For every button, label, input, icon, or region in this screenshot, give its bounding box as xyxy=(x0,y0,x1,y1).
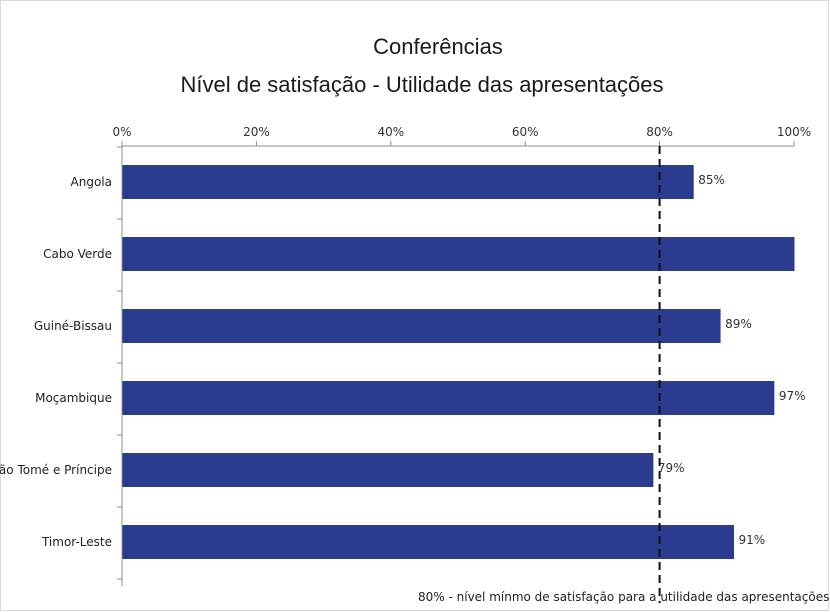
axes: 0% 20% 40% 60% 80% 100% xyxy=(112,125,811,586)
bar-cabo-verde xyxy=(122,237,795,271)
x-tick-label: 60% xyxy=(512,125,539,139)
category-label: Cabo Verde xyxy=(43,247,112,261)
bar-guin-bissau xyxy=(122,309,721,343)
x-tick-label: 40% xyxy=(377,125,404,139)
chart-title-line-2: Nível de satisfação - Utilidade das apre… xyxy=(180,72,663,97)
bar-mo-ambique xyxy=(122,381,775,415)
category-label: São Tomé e Príncipe xyxy=(0,463,112,477)
data-label: 91% xyxy=(739,533,766,547)
bar-timor-leste xyxy=(122,525,735,559)
chart-title-line-1: Conferências xyxy=(373,34,503,59)
x-tick-label: 100% xyxy=(777,125,811,139)
x-tick-label: 0% xyxy=(112,125,131,139)
category-label: Guiné-Bissau xyxy=(34,319,112,333)
category-label: Moçambique xyxy=(35,391,112,405)
reference-line-group: 80% - nível mínmo de satisfação para a u… xyxy=(418,146,829,604)
bar-s-o-tom-e-pr-ncipe xyxy=(122,453,654,487)
x-tick-label: 80% xyxy=(646,125,673,139)
data-label: 85% xyxy=(698,173,725,187)
x-tick-label: 20% xyxy=(243,125,270,139)
category-label: Angola xyxy=(71,175,112,189)
data-label: 97% xyxy=(779,389,806,403)
bars: Angola 85% Cabo Verde Guiné-Bissau 89% Moçamb… xyxy=(0,165,806,559)
data-label: 79% xyxy=(658,461,685,475)
data-label: 89% xyxy=(725,317,752,331)
reference-line-label: 80% - nível mínmo de satisfação para a u… xyxy=(418,590,829,604)
category-label: Timor-Leste xyxy=(41,535,112,549)
bar-angola xyxy=(122,165,694,199)
